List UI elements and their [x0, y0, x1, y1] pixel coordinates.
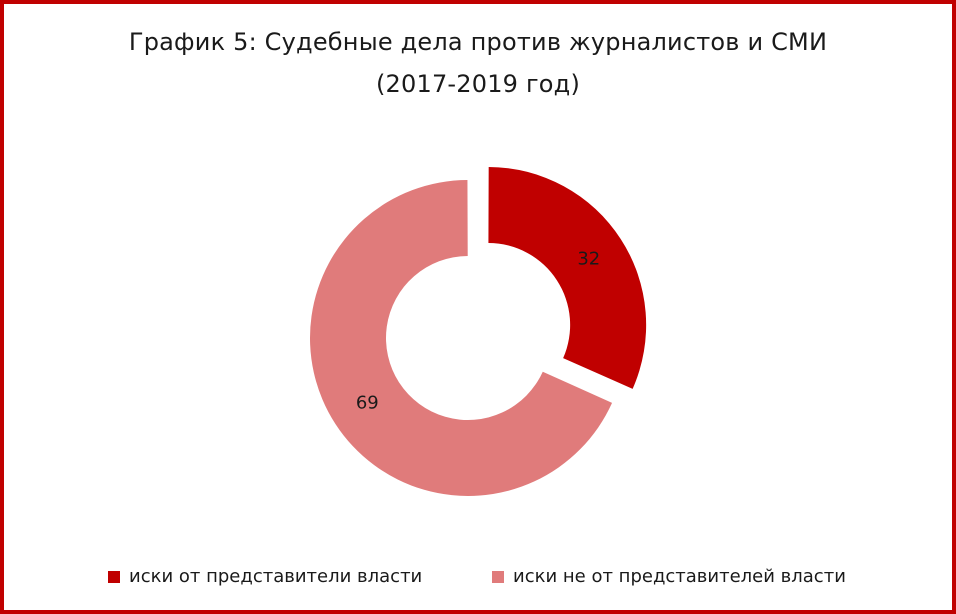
legend-swatch-authorities — [108, 570, 120, 583]
legend-label-authorities: иски от представители власти — [129, 566, 423, 587]
chart-title: График 5: Судебные дела против журналист… — [128, 28, 828, 56]
legend-item-non-authorities: иски не от представителей власти — [492, 566, 846, 587]
data-label-authorities: 32 — [577, 249, 600, 270]
legend-swatch-non-authorities — [492, 570, 504, 583]
slice-authorities — [488, 166, 647, 389]
data-label-non-authorities: 69 — [356, 392, 379, 413]
slice-non-authorities — [310, 180, 613, 496]
legend-item-authorities: иски от представители власти — [108, 566, 422, 587]
chart-legend: иски от представители власти иски не от … — [0, 566, 956, 590]
legend-label-non-authorities: иски не от представителей власти — [513, 566, 846, 587]
chart-subtitle: (2017-2019 год) — [375, 70, 581, 98]
